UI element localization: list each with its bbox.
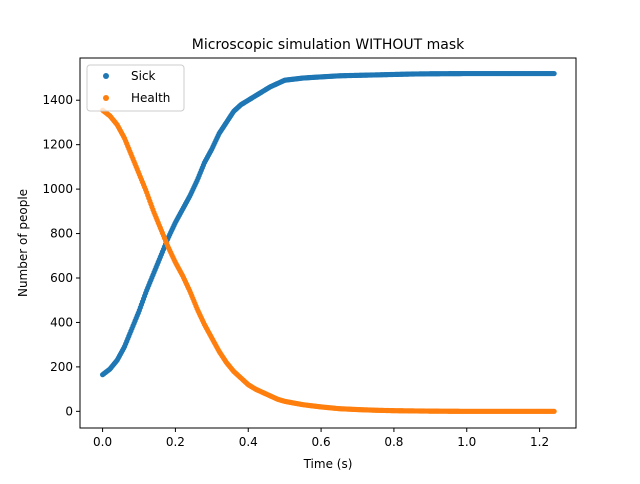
y-tick-label: 1000 (42, 182, 73, 196)
x-tick-label: 1.2 (530, 435, 549, 449)
y-tick-label: 200 (50, 360, 73, 374)
x-tick-label: 0.2 (166, 435, 185, 449)
y-tick-label: 1200 (42, 138, 73, 152)
legend-label-sick: Sick (131, 69, 156, 83)
x-axis-label: Time (s) (303, 457, 353, 471)
y-tick-label: 600 (50, 271, 73, 285)
series-sick (99, 70, 557, 378)
x-axis-ticks: 0.0 0.2 0.4 0.6 0.8 1.0 1.2 (93, 428, 549, 449)
y-tick-label: 800 (50, 227, 73, 241)
points-layer (99, 70, 557, 414)
legend-marker-sick (103, 73, 109, 79)
legend-marker-health (103, 95, 109, 101)
series-health (99, 107, 557, 414)
x-tick-label: 0.6 (312, 435, 331, 449)
x-tick-label: 0.8 (384, 435, 403, 449)
legend: Sick Health (86, 64, 185, 112)
legend-label-health: Health (131, 91, 170, 105)
legend-box (86, 64, 185, 112)
chart-title: Microscopic simulation WITHOUT mask (192, 37, 465, 53)
data-point-health (551, 408, 557, 414)
y-tick-label: 1400 (42, 93, 73, 107)
data-point-sick (551, 70, 557, 77)
x-tick-label: 0.4 (239, 435, 258, 449)
x-tick-label: 1.0 (457, 435, 476, 449)
y-axis-ticks: 0 200 400 600 800 1000 1200 1400 (42, 93, 80, 418)
x-tick-label: 0.0 (93, 435, 112, 449)
y-axis-label: Number of people (16, 189, 30, 297)
plot-area-frame (79, 57, 577, 429)
y-tick-label: 0 (65, 404, 73, 418)
y-tick-label: 400 (50, 315, 73, 329)
